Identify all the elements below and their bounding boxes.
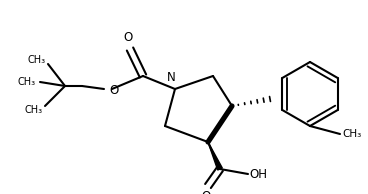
Text: CH₃: CH₃	[342, 129, 361, 139]
Text: CH₃: CH₃	[18, 77, 36, 87]
Text: O: O	[123, 31, 132, 44]
Text: OH: OH	[249, 167, 267, 180]
Text: N: N	[167, 71, 176, 84]
Text: CH₃: CH₃	[25, 105, 43, 115]
Text: CH₃: CH₃	[28, 55, 46, 65]
Polygon shape	[208, 142, 222, 170]
Text: O: O	[109, 85, 118, 98]
Text: O: O	[201, 190, 210, 194]
